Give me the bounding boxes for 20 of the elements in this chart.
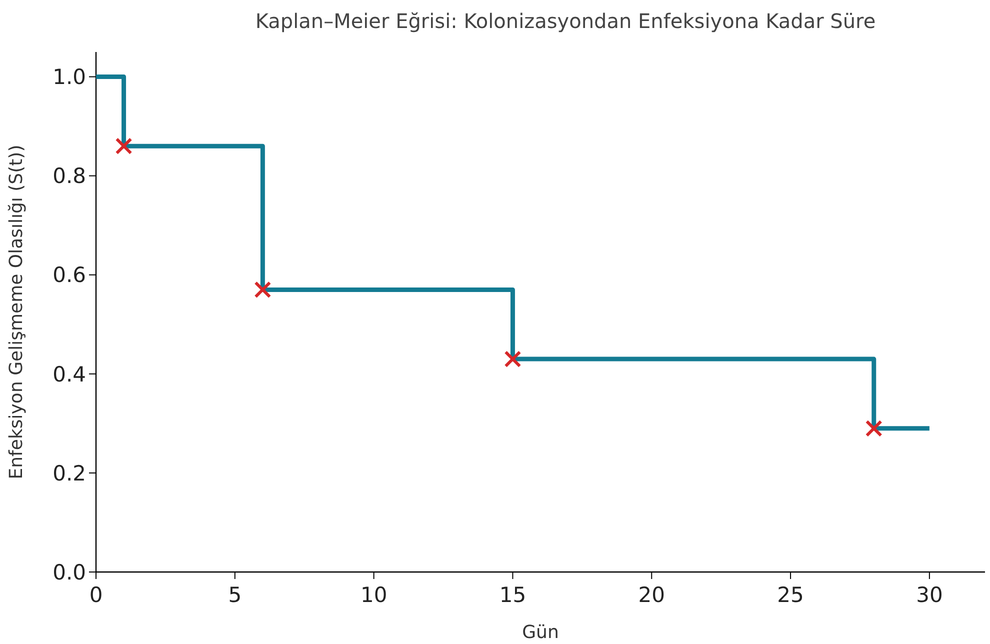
point xyxy=(504,350,522,368)
y-tick-label: 0.6 xyxy=(52,263,86,288)
x-tick-label: 25 xyxy=(777,583,804,607)
y-tick-label: 0.4 xyxy=(52,362,86,386)
y-tick-label: 0.8 xyxy=(52,164,86,188)
y-tick-label: 1.0 xyxy=(52,65,86,90)
x-tick-label: 20 xyxy=(638,583,665,607)
x-tick-label: 15 xyxy=(499,583,526,607)
x-axis-title: Gün xyxy=(522,622,559,643)
point xyxy=(865,420,882,437)
x-tick-label: 5 xyxy=(228,583,242,607)
x-tick-label: 10 xyxy=(360,583,388,607)
x-tick-label: 30 xyxy=(916,583,943,607)
x-tick-label: 0 xyxy=(89,583,103,607)
point xyxy=(254,281,272,298)
y-axis-title: Enfeksiyon Gelişmeme Olasılığı (S(t)) xyxy=(6,144,27,480)
y-tick-label: 0.0 xyxy=(52,560,86,584)
chart-title: Kaplan–Meier Eğrisi: Kolonizasyondan Enfeksiyona Kadar Süre xyxy=(255,9,876,33)
point xyxy=(115,138,132,155)
y-tick-label: 0.2 xyxy=(52,461,86,486)
